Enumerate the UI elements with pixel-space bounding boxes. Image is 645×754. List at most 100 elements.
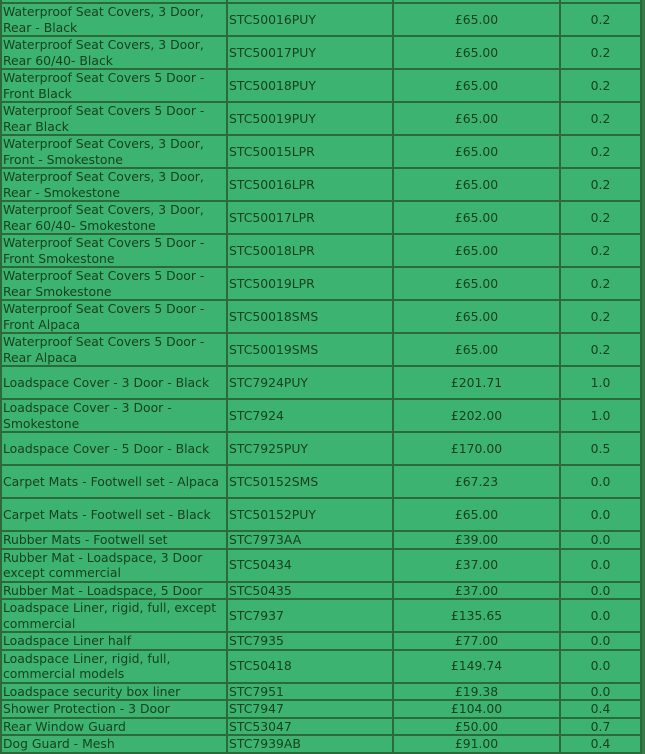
- price-cell: £65.00: [392, 134, 561, 169]
- description-cell: Waterproof Seat Covers 5 Door - Front Al…: [0, 299, 228, 334]
- table-row: Loadspace Cover - 3 Door - Black STC7924P…: [0, 365, 642, 400]
- weight-cell: 0.0: [559, 547, 642, 583]
- price-cell: £170.00: [392, 431, 561, 466]
- price-cell: [392, 0, 561, 4]
- description-cell: Waterproof Seat Covers, 3 Door, Front - …: [0, 134, 228, 169]
- price-cell: £65.00: [392, 332, 561, 367]
- description-cell: Dog Guard - Mesh: [0, 734, 228, 754]
- weight-cell: 0.0: [559, 464, 642, 499]
- part-code-cell: STC7939AB: [226, 734, 394, 754]
- description-cell: Waterproof Seat Covers, 3 Door, Rear 60/…: [0, 200, 228, 235]
- table-row: Waterproof Seat Covers, 3 Door, Front - …: [0, 134, 642, 169]
- weight-cell: 0.5: [559, 431, 642, 466]
- description-cell: Waterproof Seat Covers, 3 Door, Rear - S…: [0, 167, 228, 202]
- weight-cell: 0.0: [559, 598, 642, 633]
- table-row: [0, 0, 642, 4]
- weight-cell: 0.2: [559, 35, 642, 70]
- part-code-cell: STC50152PUY: [226, 497, 394, 532]
- description-cell: [0, 0, 228, 4]
- weight-cell: 0.2: [559, 2, 642, 37]
- part-code-cell: STC50018PUY: [226, 68, 394, 103]
- part-code-cell: STC50152SMS: [226, 464, 394, 499]
- table-row: Waterproof Seat Covers, 3 Door, Rear 60/…: [0, 35, 642, 70]
- description-cell: Rubber Mat - Loadspace, 5 Door: [0, 580, 228, 600]
- table-row: Rubber Mats - Footwell set STC7973AA £39.0…: [0, 530, 642, 550]
- weight-cell: 0.2: [559, 68, 642, 103]
- part-code-cell: STC7973AA: [226, 530, 394, 550]
- description-cell: Rubber Mats - Footwell set: [0, 530, 228, 550]
- part-code-cell: STC7947: [226, 699, 394, 719]
- part-code-cell: STC50016LPR: [226, 167, 394, 202]
- part-code-cell: STC50017LPR: [226, 200, 394, 235]
- price-cell: £135.65: [392, 598, 561, 633]
- price-cell: £65.00: [392, 101, 561, 136]
- table-row: Waterproof Seat Covers, 3 Door, Rear - S…: [0, 167, 642, 202]
- weight-cell: 0.2: [559, 200, 642, 235]
- description-cell: Waterproof Seat Covers 5 Door - Rear Alp…: [0, 332, 228, 367]
- price-cell: £50.00: [392, 716, 561, 736]
- table-row: Loadspace Cover - 3 Door - Smokestone STC…: [0, 398, 642, 433]
- part-code-cell: STC50017PUY: [226, 35, 394, 70]
- price-cell: £39.00: [392, 530, 561, 550]
- description-cell: Waterproof Seat Covers 5 Door - Front Bl…: [0, 68, 228, 103]
- price-cell: £65.00: [392, 233, 561, 268]
- part-code-cell: STC7924: [226, 398, 394, 433]
- table-row: Carpet Mats - Footwell set - Black STC501…: [0, 497, 642, 532]
- weight-cell: 1.0: [559, 365, 642, 400]
- description-cell: Carpet Mats - Footwell set - Black: [0, 497, 228, 532]
- weight-cell: 0.2: [559, 299, 642, 334]
- part-code-cell: STC7924PUY: [226, 365, 394, 400]
- weight-cell: 0.2: [559, 101, 642, 136]
- part-code-cell: STC50018LPR: [226, 233, 394, 268]
- table-row: Waterproof Seat Covers, 3 Door, Rear - B…: [0, 2, 642, 37]
- table-row: Waterproof Seat Covers 5 Door - Rear Bla…: [0, 101, 642, 136]
- weight-cell: [559, 0, 642, 4]
- weight-cell: 0.2: [559, 332, 642, 367]
- price-cell: £65.00: [392, 68, 561, 103]
- description-cell: Loadspace Cover - 3 Door - Smokestone: [0, 398, 228, 433]
- table-row: Loadspace Liner, rigid, full, except com…: [0, 598, 642, 633]
- description-cell: Loadspace security box liner: [0, 681, 228, 701]
- part-code-cell: STC50019SMS: [226, 332, 394, 367]
- part-code-cell: STC50018SMS: [226, 299, 394, 334]
- table-row: Waterproof Seat Covers, 3 Door, Rear 60/…: [0, 200, 642, 235]
- weight-cell: 0.2: [559, 167, 642, 202]
- weight-cell: 0.4: [559, 699, 642, 719]
- description-cell: Waterproof Seat Covers 5 Door - Rear Bla…: [0, 101, 228, 136]
- description-cell: Waterproof Seat Covers, 3 Door, Rear 60/…: [0, 35, 228, 70]
- price-cell: £149.74: [392, 648, 561, 684]
- table-row: Dog Guard - Mesh STC7939AB £91.00 0.4: [0, 734, 642, 754]
- part-code-cell: STC7937: [226, 598, 394, 633]
- description-cell: Waterproof Seat Covers 5 Door - Rear Smo…: [0, 266, 228, 301]
- price-cell: £65.00: [392, 167, 561, 202]
- description-cell: Loadspace Liner, rigid, full, except com…: [0, 598, 228, 633]
- description-cell: Loadspace Cover - 5 Door - Black: [0, 431, 228, 466]
- price-cell: £202.00: [392, 398, 561, 433]
- weight-cell: 0.2: [559, 134, 642, 169]
- part-code-cell: STC7925PUY: [226, 431, 394, 466]
- weight-cell: 0.0: [559, 580, 642, 600]
- table-row: Loadspace Liner, rigid, full, commercial…: [0, 648, 642, 684]
- table-row: Loadspace Liner half STC7935 £77.00 0.0: [0, 631, 642, 651]
- price-cell: £37.00: [392, 547, 561, 583]
- weight-cell: 0.2: [559, 233, 642, 268]
- weight-cell: 0.0: [559, 648, 642, 684]
- part-code-cell: STC53047: [226, 716, 394, 736]
- description-cell: Loadspace Liner, rigid, full, commercial…: [0, 648, 228, 684]
- description-cell: Waterproof Seat Covers, 3 Door, Rear - B…: [0, 2, 228, 37]
- part-code-cell: STC7951: [226, 681, 394, 701]
- table-row: Rear Window Guard STC53047 £50.00 0.7: [0, 716, 642, 736]
- price-cell: £37.00: [392, 580, 561, 600]
- weight-cell: 0.2: [559, 266, 642, 301]
- part-code-cell: STC7935: [226, 631, 394, 651]
- description-cell: Rubber Mat - Loadspace, 3 Door except co…: [0, 547, 228, 583]
- part-code-cell: STC50016PUY: [226, 2, 394, 37]
- table-row: Waterproof Seat Covers 5 Door - Rear Alp…: [0, 332, 642, 367]
- table-row: Waterproof Seat Covers 5 Door - Front Bl…: [0, 68, 642, 103]
- part-code-cell: STC50435: [226, 580, 394, 600]
- description-cell: Loadspace Liner half: [0, 631, 228, 651]
- table-row: Rubber Mat - Loadspace, 5 Door STC50435 £3…: [0, 580, 642, 600]
- price-cell: £19.38: [392, 681, 561, 701]
- description-cell: Carpet Mats - Footwell set - Alpaca: [0, 464, 228, 499]
